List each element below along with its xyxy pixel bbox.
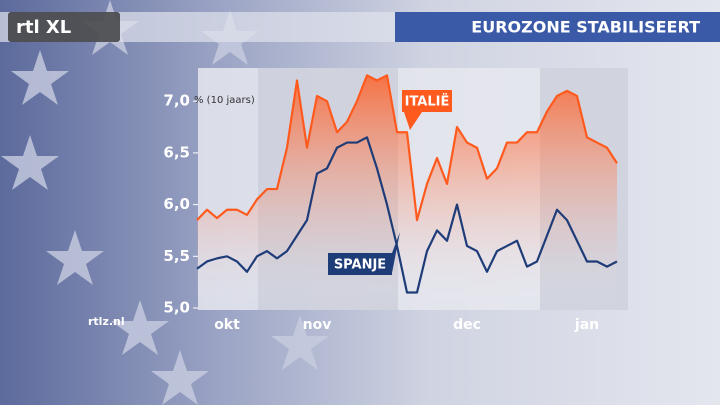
line xyxy=(196,74,618,222)
legend-box xyxy=(402,90,452,112)
legend-pointer xyxy=(392,232,400,273)
area xyxy=(197,75,617,308)
x-tick-label: jan xyxy=(574,317,599,333)
y-tick-label: 6,5 xyxy=(163,143,190,161)
legend-pointer xyxy=(404,112,422,130)
source: rtlz.nl xyxy=(88,315,125,328)
legend-box xyxy=(328,253,392,275)
line xyxy=(196,136,618,294)
x-tick-label: dec xyxy=(453,317,481,333)
y-tick-label: 7,0 xyxy=(163,92,190,110)
y-unit-label: % (10 jaars) xyxy=(194,95,255,106)
title-bar xyxy=(395,12,720,42)
y-tick-label: 5,5 xyxy=(163,247,190,265)
legend-label: ITALIË xyxy=(405,94,450,110)
y-tick-label: 5,0 xyxy=(163,299,190,317)
logo: rtl XL xyxy=(16,17,71,38)
x-tick-label: nov xyxy=(303,317,332,333)
title: EUROZONE STABILISEERT xyxy=(471,18,700,37)
logo-box xyxy=(8,12,120,42)
y-tick-label: 6,0 xyxy=(163,195,190,213)
x-tick-label: okt xyxy=(214,317,240,333)
legend-label: SPANJE xyxy=(334,258,386,273)
